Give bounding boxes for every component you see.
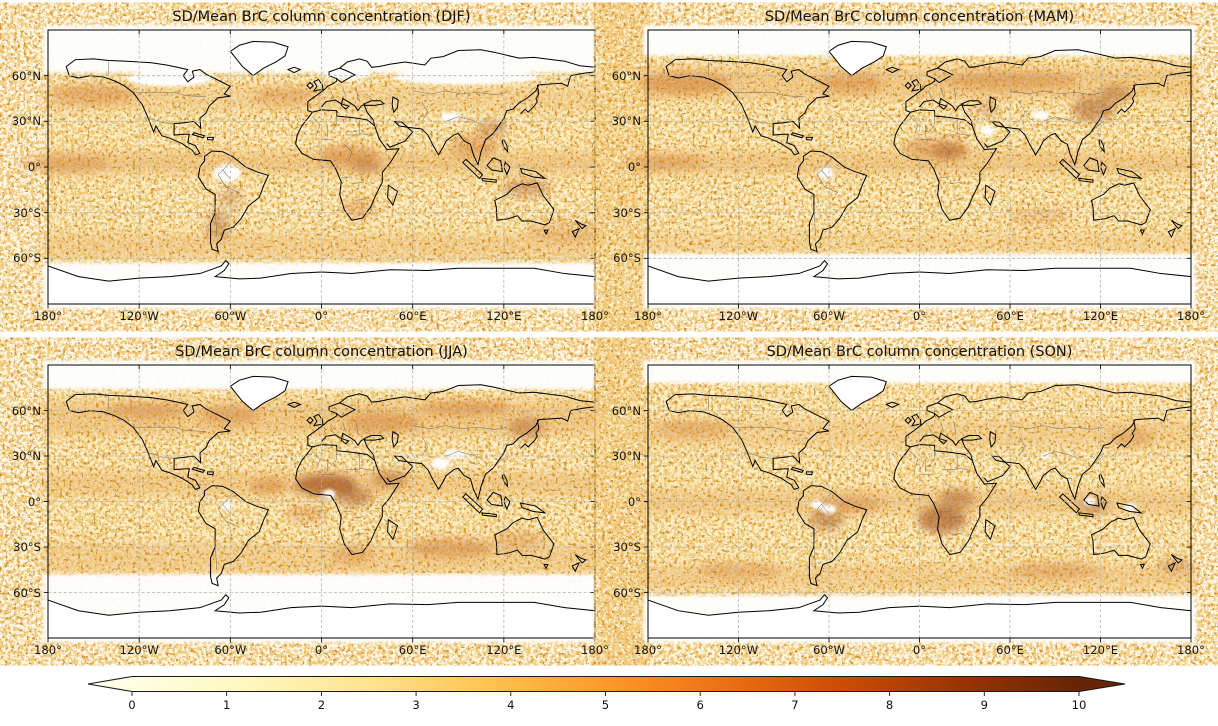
x-tick-label: 0° — [912, 309, 927, 323]
colorbar-tick-label: 8 — [885, 698, 894, 712]
colorbar-tick-label: 3 — [412, 698, 420, 712]
y-tick-label: 30°S — [13, 540, 41, 554]
x-tick-label: 180° — [34, 309, 62, 323]
colorbar — [87, 676, 1126, 696]
x-tick-label: 60°W — [812, 643, 845, 657]
y-tick-label: 30°S — [13, 205, 41, 220]
x-tick-label: 60°W — [812, 309, 845, 323]
graticule — [648, 365, 1191, 638]
x-tick-label: 120°E — [1082, 643, 1119, 657]
map-panel-son — [640, 360, 1199, 638]
x-tick-label: 120°W — [119, 643, 159, 657]
y-tick-label: 30°N — [611, 114, 641, 129]
x-tick-label: 120°W — [718, 643, 759, 657]
colorbar-gradient — [87, 676, 1126, 692]
y-tick-label: 30°N — [611, 449, 641, 463]
y-tick-label: 60°N — [611, 403, 641, 418]
x-tick-label: 180° — [634, 643, 662, 657]
axis-ticks — [44, 30, 595, 309]
graticule — [48, 30, 595, 304]
x-tick-label: 60°W — [214, 309, 247, 323]
y-tick-label: 0° — [27, 494, 41, 509]
y-tick-label: 30°N — [11, 114, 41, 129]
x-tick-label: 0° — [912, 643, 927, 657]
panel-title-djf: SD/Mean BrC column concentration (DJF) — [172, 9, 471, 25]
panel-title-jja: SD/Mean BrC column concentration (JJA) — [175, 344, 468, 360]
y-tick-label: 30°S — [613, 540, 641, 554]
y-tick-label: 60°S — [13, 585, 41, 600]
x-tick-label: 0° — [314, 643, 329, 657]
graticule — [648, 30, 1191, 304]
colorbar-tick-label: 1 — [222, 698, 231, 712]
colorbar-tick-label: 7 — [791, 698, 799, 712]
colorbar-tick-label: 10 — [1071, 698, 1087, 712]
y-tick-label: 60°N — [11, 403, 41, 418]
axis-ticks — [644, 30, 1191, 309]
y-tick-label: 30°N — [11, 449, 41, 463]
x-tick-label: 60°W — [214, 643, 247, 657]
x-tick-label: 180° — [1177, 643, 1205, 657]
x-tick-label: 180° — [581, 643, 609, 657]
x-tick-label: 60°E — [996, 643, 1024, 657]
map-panel-djf — [17, 25, 603, 309]
map-panel-mam — [620, 25, 1199, 309]
y-tick-label: 60°N — [611, 68, 641, 83]
y-tick-label: 0° — [627, 494, 641, 509]
y-tick-label: 60°N — [11, 68, 41, 83]
x-tick-label: 180° — [581, 309, 609, 323]
panel-title-mam: SD/Mean BrC column concentration (MAM) — [764, 9, 1075, 25]
x-tick-label: 180° — [634, 309, 662, 323]
y-tick-label: 0° — [27, 160, 41, 174]
colorbar-tick-label: 0 — [128, 698, 136, 712]
x-tick-label: 180° — [34, 643, 62, 657]
y-tick-label: 60°S — [613, 585, 641, 600]
colorbar-tick-label: 5 — [601, 698, 610, 712]
y-tick-label: 30°S — [613, 205, 641, 220]
x-tick-label: 180° — [1177, 309, 1205, 323]
colorbar-tick-label: 9 — [980, 698, 988, 712]
y-tick-label: 60°S — [13, 251, 41, 266]
x-tick-label: 60°E — [398, 643, 427, 657]
x-tick-label: 120°E — [486, 643, 522, 657]
x-tick-label: 120°W — [119, 309, 159, 323]
y-tick-label: 60°S — [613, 251, 641, 266]
panel-title-son: SD/Mean BrC column concentration (SON) — [766, 344, 1073, 360]
x-tick-label: 120°W — [718, 309, 759, 323]
colorbar-tick-label: 2 — [317, 698, 326, 712]
x-tick-label: 120°E — [486, 309, 522, 323]
x-tick-label: 0° — [314, 309, 329, 323]
colorbar-tick-label: 4 — [507, 698, 515, 712]
colorbar-tick-label: 6 — [696, 698, 704, 712]
y-tick-label: 0° — [627, 160, 641, 174]
x-tick-label: 60°E — [398, 309, 427, 323]
map-panel-jja — [40, 360, 603, 638]
graticule — [48, 365, 595, 638]
x-tick-label: 120°E — [1082, 309, 1119, 323]
x-tick-label: 60°E — [996, 309, 1024, 323]
